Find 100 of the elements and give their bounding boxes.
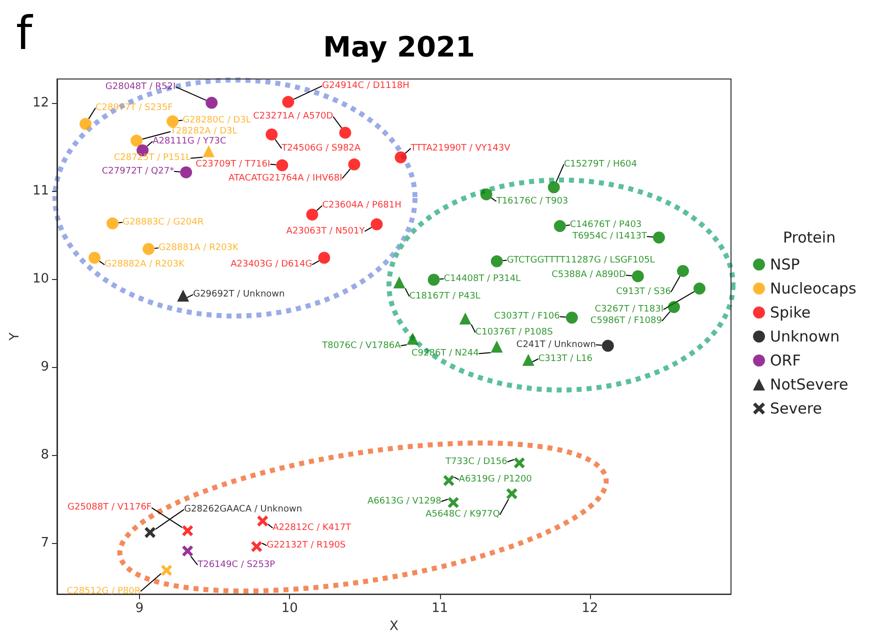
x-axis-title: X <box>390 619 399 634</box>
data-label: C14408T / P314L <box>444 274 521 284</box>
point <box>180 166 192 178</box>
data-label: C15279T / H604 <box>564 159 638 170</box>
point <box>490 255 503 268</box>
data-label: C5986T / F1089 <box>590 316 662 326</box>
data-label: G22132T / R190S <box>266 540 346 551</box>
point <box>80 118 92 130</box>
data-label: A6319G / P1200 <box>458 474 532 485</box>
data-label: C241T / Unknown <box>516 340 596 350</box>
point <box>393 276 406 288</box>
data-label: C18167T / P43L <box>409 291 480 302</box>
data-label: T16176C / T903 <box>495 196 568 206</box>
text: f <box>16 6 34 60</box>
point <box>206 96 218 109</box>
y-tick-label: 12 <box>32 95 49 110</box>
point <box>182 525 194 536</box>
point <box>339 126 352 139</box>
y-tick-label: 9 <box>40 359 49 374</box>
point <box>548 181 560 194</box>
data-label: T26149C / S253P <box>196 560 276 570</box>
point <box>306 208 318 221</box>
y-tick-label: 11 <box>32 183 49 198</box>
data-label: T6954C / I1413T <box>571 231 648 242</box>
point <box>693 282 706 295</box>
data-label: T24506G / S982A <box>280 143 362 154</box>
data-label: G28048T / R52I <box>105 82 176 92</box>
data-label: A5648C / K977Q <box>426 510 500 520</box>
data-label: C313T / L16 <box>538 354 593 364</box>
point <box>182 545 194 556</box>
legend-label: Unknown <box>770 328 840 346</box>
point <box>506 488 518 500</box>
point <box>676 264 689 277</box>
point <box>142 242 155 255</box>
data-label: C14676T / P403 <box>570 220 642 230</box>
data-label: C28977T / S235F <box>96 102 173 113</box>
chart-title: May 2021 <box>323 30 475 64</box>
point <box>202 145 215 158</box>
point <box>394 151 407 164</box>
point <box>459 312 472 324</box>
data-label: A22812C / K417T <box>272 523 352 534</box>
point <box>554 220 566 232</box>
data-label: C23604A / P681H <box>322 200 402 211</box>
data-label: GTCTGGTTTT11287G / LSGF105L <box>506 255 655 266</box>
legend-label: Nucleocaps <box>770 280 857 298</box>
point <box>602 340 614 352</box>
data-label: A6613G / V1298 <box>367 496 442 507</box>
point <box>480 188 492 200</box>
data-label: T28282A / D3L <box>170 126 238 137</box>
data-label: C10376T / P108S <box>475 328 554 338</box>
point <box>130 134 143 147</box>
point <box>632 270 644 282</box>
data-label: G28280C / D3L <box>182 115 251 126</box>
point <box>428 274 440 286</box>
y-tick-label: 10 <box>32 271 49 286</box>
data-label: TTTA21990T / VY143V <box>410 143 512 154</box>
data-label: A23063T / N501Y <box>286 226 366 236</box>
point <box>318 252 330 264</box>
data-label: G29692T / Unknown <box>193 290 285 300</box>
y-axis-title: Y <box>8 332 23 342</box>
data-label: C3037T / F106 <box>494 312 560 322</box>
x-tick-label: 11 <box>432 601 448 616</box>
point <box>177 290 190 302</box>
data-label: G28882A / R203K <box>104 260 186 270</box>
point <box>668 301 680 314</box>
legend-label: NSP <box>770 256 800 274</box>
point <box>276 159 288 172</box>
data-label: C23271A / A570D <box>253 112 334 122</box>
data-label: ATACATG21764A / IHV68I <box>228 173 342 184</box>
point <box>266 128 278 140</box>
point <box>144 526 156 538</box>
x-tick-label: 12 <box>582 601 598 616</box>
point <box>348 158 360 170</box>
data-label: C913T / S36 <box>616 286 672 297</box>
data-label: T733C / D156 <box>444 456 508 467</box>
point <box>443 475 454 486</box>
y-tick-label: 7 <box>40 536 49 551</box>
x-tick-label: 9 <box>135 601 144 616</box>
point <box>448 497 459 508</box>
data-label: C23709T / T716I <box>196 159 270 170</box>
legend-label: Spike <box>770 304 811 322</box>
point <box>370 218 383 230</box>
point <box>490 340 503 353</box>
point <box>282 96 294 108</box>
data-label: T8076C / V1786A <box>321 340 402 351</box>
point <box>257 516 268 527</box>
point <box>522 354 534 366</box>
data-label: C28725T / P151L <box>114 153 191 164</box>
legend-label: NotSevere <box>770 376 848 394</box>
y-tick-label: 8 <box>40 447 49 462</box>
point <box>406 332 419 345</box>
data-label: A23403G / D614G <box>230 260 312 270</box>
point <box>166 115 179 128</box>
x-tick-label: 10 <box>281 601 298 616</box>
point <box>106 217 119 230</box>
data-label: C27972T / Q27* <box>102 166 175 176</box>
legend-title: Protein <box>783 228 836 246</box>
data-label: C3267T / T183I <box>594 304 664 315</box>
point <box>88 252 101 264</box>
data-label: G25088T / V1176F <box>68 502 152 513</box>
